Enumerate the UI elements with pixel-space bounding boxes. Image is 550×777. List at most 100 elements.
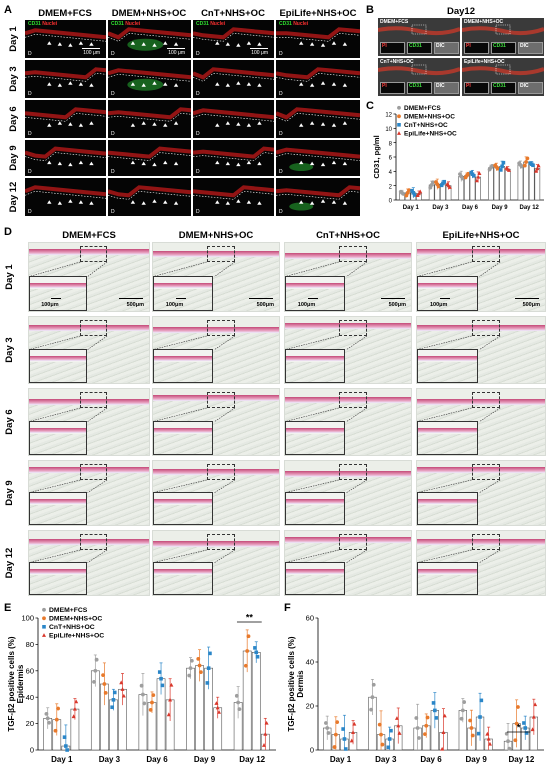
data-point xyxy=(142,701,147,706)
zoom-inset xyxy=(29,491,87,525)
inset-epidermis-band xyxy=(154,282,213,288)
zoom-connector xyxy=(214,261,236,277)
arrowhead-marker xyxy=(163,82,168,86)
arrowhead-marker xyxy=(331,41,337,45)
inset-dermis-texture xyxy=(286,361,345,382)
data-point xyxy=(531,714,536,719)
tissue-overlay xyxy=(108,146,191,167)
arrowhead-marker xyxy=(257,121,262,125)
data-point xyxy=(141,692,145,697)
data-point xyxy=(255,654,260,659)
epidermis-band xyxy=(417,325,545,331)
zoom-inset xyxy=(285,275,346,311)
epidermis-band xyxy=(417,249,545,255)
data-point xyxy=(264,720,269,725)
epidermis-red-signal xyxy=(193,146,274,159)
bar xyxy=(493,166,500,201)
data-point xyxy=(65,748,69,752)
arrowhead-marker xyxy=(320,162,326,167)
inset-dermis-texture xyxy=(418,288,478,310)
x-tick-label: Day 1 xyxy=(330,755,352,764)
arrowhead-marker xyxy=(152,162,157,167)
y-tick-label: 10 xyxy=(385,127,392,133)
histology-image xyxy=(284,388,412,456)
fluorescence-image: D xyxy=(108,60,191,98)
epidermis-band xyxy=(285,323,411,329)
data-point xyxy=(369,707,374,712)
data-point xyxy=(262,743,267,747)
arrowhead-marker xyxy=(78,41,84,45)
data-point xyxy=(263,731,268,736)
histology-image xyxy=(284,530,412,596)
panel-d-col-header: DMEM+FCS xyxy=(62,230,116,241)
arrowhead-marker xyxy=(163,200,168,204)
basement-membrane-line xyxy=(108,32,191,42)
tissue-overlay xyxy=(25,28,106,47)
inset-dermis-texture xyxy=(30,574,86,594)
zoom-inset xyxy=(417,275,479,311)
panel-a-col-header: DMEM+FCS xyxy=(38,8,92,19)
arrowhead-marker xyxy=(225,42,231,46)
data-point xyxy=(352,721,357,726)
arrowhead-marker xyxy=(152,122,157,126)
channel-label: PI xyxy=(382,83,387,89)
arrowhead-marker xyxy=(78,200,84,204)
arrowhead-marker xyxy=(152,43,157,47)
histology-image xyxy=(284,460,412,526)
data-point xyxy=(139,683,144,688)
inset-epidermis-band xyxy=(286,355,345,361)
arrowhead-marker xyxy=(89,83,94,87)
data-point xyxy=(500,164,504,169)
panel-d-col-header: CnT+NHS+OC xyxy=(316,230,380,241)
dermis-label: D xyxy=(279,209,283,215)
nuclei-stain-label: Nuclei xyxy=(293,21,309,27)
basement-membrane-line xyxy=(25,72,106,82)
tissue-overlay xyxy=(25,107,106,127)
data-point xyxy=(47,720,51,725)
data-point xyxy=(74,699,79,704)
data-point xyxy=(234,693,239,698)
arrowhead-marker xyxy=(89,42,94,46)
arrowhead-marker xyxy=(342,83,348,87)
tile-label: EpiLife+NHS+OC xyxy=(464,59,505,65)
inset-epidermis-band xyxy=(286,498,345,504)
zoom-connector-lines xyxy=(417,549,501,563)
data-point xyxy=(460,708,465,713)
zoom-connector xyxy=(214,335,236,350)
inset-epidermis-band xyxy=(418,568,478,574)
scale-bar-large xyxy=(515,297,539,299)
channel-thumbnail: CD31 xyxy=(407,42,432,54)
legend-marker xyxy=(397,123,401,127)
data-point xyxy=(254,650,259,655)
channel-label: DIC xyxy=(436,43,445,49)
data-point xyxy=(150,700,154,705)
histology-image xyxy=(416,460,546,526)
epidermis-band xyxy=(153,541,279,547)
data-point xyxy=(487,741,492,746)
zoom-connector xyxy=(87,335,108,350)
bar xyxy=(488,167,494,201)
data-point xyxy=(380,742,385,747)
dermis-label: D xyxy=(279,51,283,57)
arrowhead-marker xyxy=(342,42,348,46)
bar xyxy=(517,164,524,201)
zoom-connector xyxy=(479,407,501,422)
bar xyxy=(523,161,529,201)
cd31-green-signal xyxy=(289,163,314,171)
data-point xyxy=(62,735,67,739)
data-point xyxy=(119,680,124,685)
data-point xyxy=(501,160,506,165)
zoom-connector xyxy=(417,335,472,350)
scale-small-label: 100μm xyxy=(430,302,448,308)
zoom-inset xyxy=(153,491,214,525)
channel-thumbnail: PI xyxy=(380,82,405,94)
data-point xyxy=(112,690,117,695)
data-point xyxy=(187,673,192,678)
arrowhead-marker xyxy=(236,162,241,167)
data-point xyxy=(490,164,495,168)
zoom-connector xyxy=(153,261,207,277)
scale-bar-label: 100 μm xyxy=(83,50,100,56)
inset-epidermis-band xyxy=(30,498,86,504)
cd31-stain-label: CD31 xyxy=(279,21,294,27)
zoom-region-box xyxy=(338,534,367,550)
